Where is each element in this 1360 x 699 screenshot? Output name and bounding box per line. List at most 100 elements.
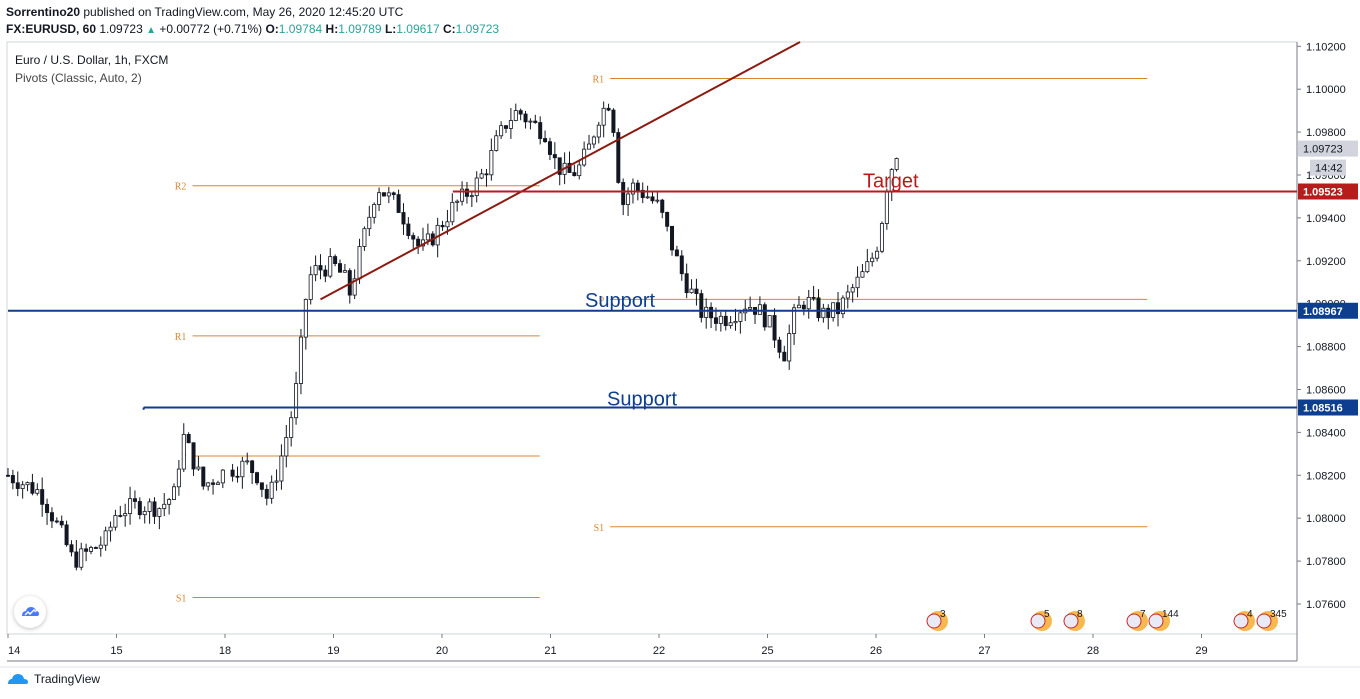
candle <box>694 288 699 295</box>
candle <box>718 315 723 324</box>
chart-legend-title: Euro / U.S. Dollar, 1h, FXCM <box>15 53 169 67</box>
candle <box>616 132 621 183</box>
candle <box>377 192 382 205</box>
candle <box>606 107 611 111</box>
candle <box>455 200 460 203</box>
tradingview-logo-button[interactable] <box>14 596 46 628</box>
candle <box>294 383 299 419</box>
candle <box>191 442 196 470</box>
candle <box>587 143 592 150</box>
candle <box>787 333 792 362</box>
candle <box>118 515 123 517</box>
candle <box>792 307 797 334</box>
candle <box>132 498 137 502</box>
candle <box>826 307 831 318</box>
trendline <box>320 41 801 301</box>
pivot-label: R2 <box>175 182 187 193</box>
candle <box>855 276 860 289</box>
candle <box>665 212 670 227</box>
candle <box>167 499 172 505</box>
y-tick-label: 1.08400 <box>1306 427 1346 439</box>
flag-icon <box>1148 613 1164 629</box>
candle <box>645 196 650 199</box>
candle <box>567 162 572 173</box>
candle <box>884 191 889 224</box>
x-tick-label: 18 <box>219 645 231 657</box>
high-value: 1.09789 <box>338 22 382 36</box>
candle <box>181 434 186 470</box>
candle <box>406 223 411 236</box>
candle <box>660 199 665 213</box>
candle <box>235 475 240 478</box>
candle <box>796 304 801 309</box>
candle <box>538 122 543 139</box>
candle <box>391 192 396 196</box>
candle <box>762 304 767 328</box>
candle <box>709 306 714 319</box>
candle <box>372 204 377 218</box>
candle <box>513 110 518 121</box>
candle <box>40 489 45 505</box>
footer-brand[interactable]: TradingView <box>6 672 100 686</box>
y-tick-label: 1.10200 <box>1306 41 1346 53</box>
candle <box>152 501 157 517</box>
flag-icon <box>1256 613 1272 629</box>
candle <box>875 250 880 259</box>
publish-info: Sorrentino20 published on TradingView.co… <box>6 5 403 19</box>
x-tick-label: 14 <box>8 645 20 657</box>
symbol-label: FX:EURUSD, 60 <box>6 22 97 36</box>
flag-icon <box>1063 613 1079 629</box>
y-tick-label: 1.07800 <box>1306 556 1346 568</box>
candle <box>738 312 743 322</box>
cloud-icon <box>22 607 39 616</box>
candle <box>411 235 416 240</box>
candle <box>445 221 450 228</box>
indicator-legend[interactable]: Pivots (Classic, Auto, 2) <box>15 71 142 85</box>
current-price-label: 1.09723 <box>1303 144 1343 156</box>
level-price-label: 1.08516 <box>1303 402 1343 414</box>
candle <box>30 482 35 494</box>
x-tick-label: 19 <box>327 645 339 657</box>
candle <box>723 315 728 327</box>
x-tick-label: 26 <box>870 645 882 657</box>
candle <box>49 512 54 522</box>
candle <box>557 157 562 175</box>
level-annotation: Support <box>585 290 655 312</box>
event-count: 8 <box>1077 609 1083 620</box>
candle <box>172 486 177 500</box>
pivot-label: R1 <box>175 332 187 343</box>
candle <box>626 193 631 205</box>
candle <box>259 482 264 490</box>
candle <box>733 321 738 324</box>
candle <box>255 472 260 484</box>
y-tick-label: 1.10000 <box>1306 84 1346 96</box>
candle <box>474 177 479 197</box>
candle <box>313 265 318 276</box>
event-count: 345 <box>1270 609 1287 620</box>
x-tick-label: 21 <box>544 645 556 657</box>
candle <box>338 263 343 273</box>
candle <box>215 482 220 485</box>
candle <box>333 256 338 264</box>
y-tick-label: 1.07600 <box>1306 599 1346 611</box>
candle <box>655 199 660 202</box>
candle <box>479 173 484 179</box>
author-name[interactable]: Sorrentino20 <box>6 5 81 19</box>
candle <box>128 498 133 514</box>
candle <box>630 182 635 195</box>
price-change: +0.00772 (+0.71%) <box>159 22 263 36</box>
candle <box>748 306 753 310</box>
candle <box>845 291 850 299</box>
candle <box>484 173 489 176</box>
candle <box>381 192 386 197</box>
candle <box>806 297 811 310</box>
candle <box>850 287 855 293</box>
candle <box>328 256 333 277</box>
candle <box>54 520 59 523</box>
y-tick-label: 1.08000 <box>1306 513 1346 525</box>
candle <box>601 107 606 126</box>
candle <box>318 265 323 271</box>
pivot-label: S1 <box>176 594 187 605</box>
candle <box>860 271 865 278</box>
